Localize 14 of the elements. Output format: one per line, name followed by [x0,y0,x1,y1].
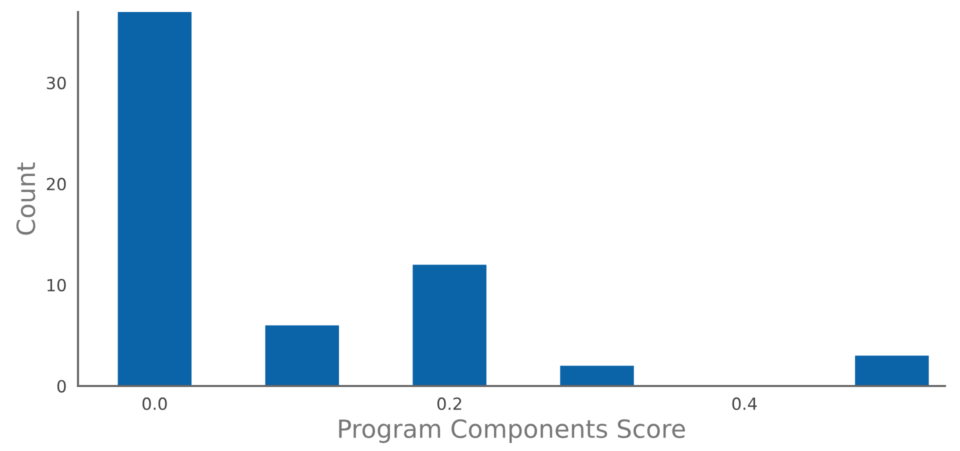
x-tick-label: 0.4 [732,397,757,410]
bar [855,356,929,386]
x-tick-label: 0.2 [437,397,462,410]
bar [560,366,634,386]
y-tick-label: 0 [57,380,66,393]
x-tick-label: 0.0 [142,397,167,410]
bar [118,12,192,386]
y-tick-label: 20 [46,178,66,190]
bar [412,264,486,386]
bar [265,325,339,386]
y-tick-label: 10 [48,278,66,292]
x-axis-title: Program Components Score [339,419,685,443]
y-tick-label: 30 [46,76,66,90]
y-axis-title: Count [16,162,36,235]
